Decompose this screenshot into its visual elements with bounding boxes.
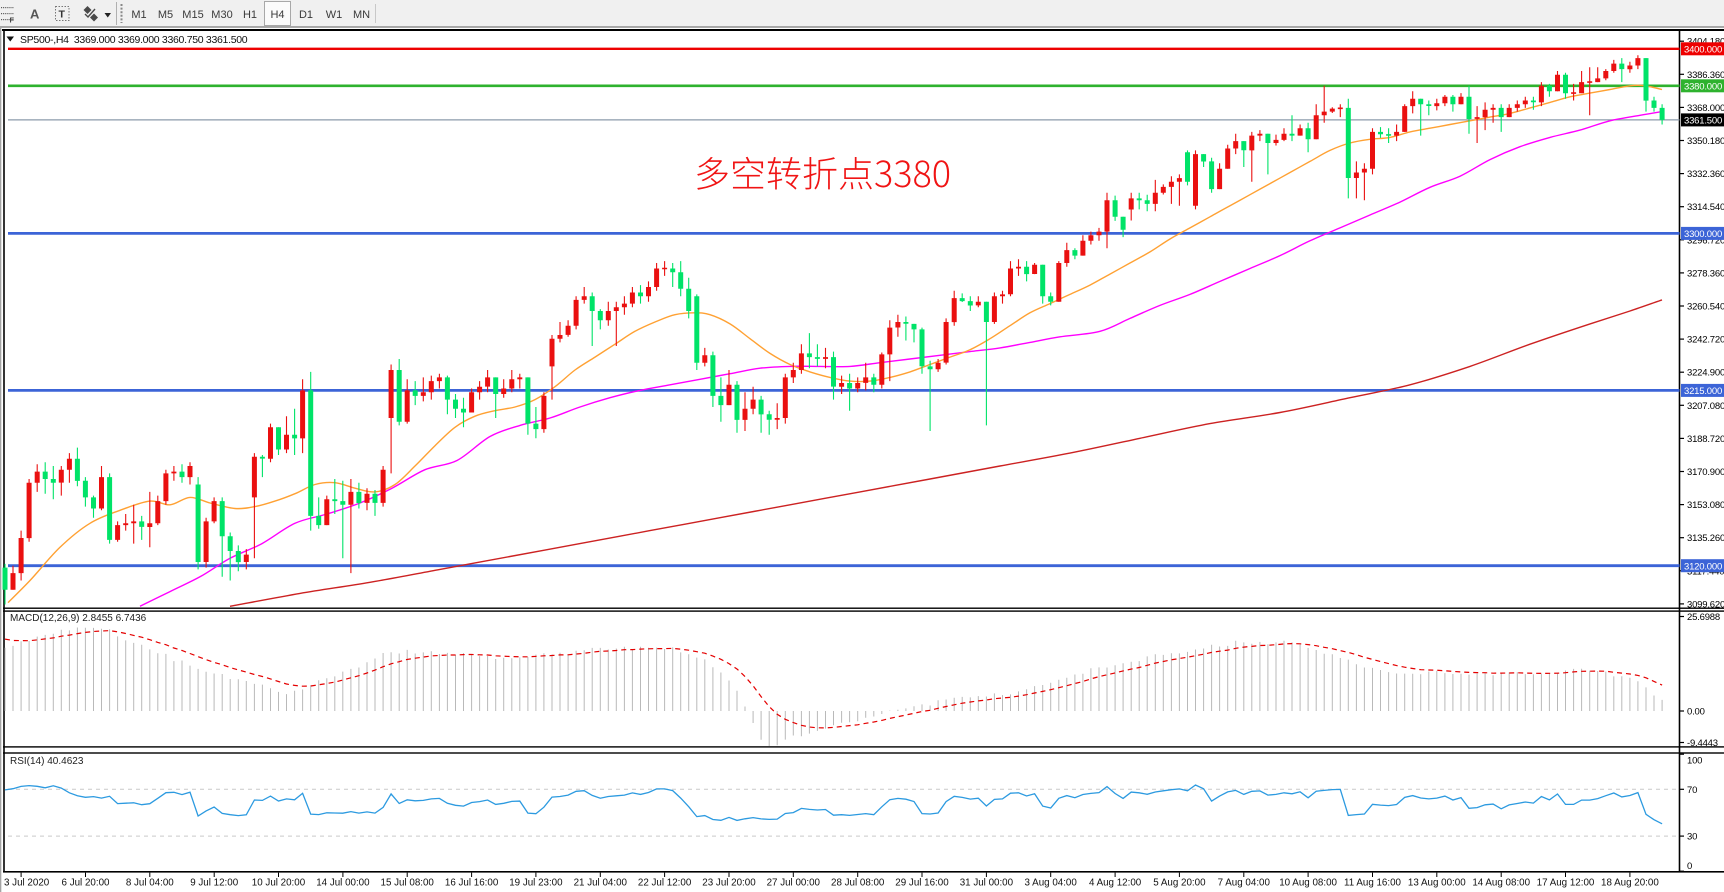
svg-text:29 Jul 16:00: 29 Jul 16:00 [895,878,949,889]
svg-text:10 Aug 08:00: 10 Aug 08:00 [1279,878,1337,889]
svg-text:3350.180: 3350.180 [1687,136,1724,147]
svg-text:10 Jul 20:00: 10 Jul 20:00 [252,878,306,889]
svg-text:A: A [30,7,40,22]
svg-text:3242.720: 3242.720 [1687,335,1724,346]
svg-text:3278.360: 3278.360 [1687,268,1724,279]
svg-text:7 Aug 04:00: 7 Aug 04:00 [1218,878,1271,889]
svg-text:14 Jul 00:00: 14 Jul 00:00 [316,878,370,889]
svg-text:D1: D1 [299,9,313,21]
svg-text:3099.620: 3099.620 [1687,599,1724,610]
svg-text:H1: H1 [243,9,257,21]
svg-text:13 Aug 00:00: 13 Aug 00:00 [1408,878,1466,889]
svg-text:3296.720: 3296.720 [1687,235,1724,246]
svg-text:M5: M5 [158,9,173,21]
svg-text:M15: M15 [182,9,203,21]
svg-text:3215.000: 3215.000 [1684,386,1722,397]
svg-text:3120.000: 3120.000 [1684,561,1722,572]
svg-text:3170.900: 3170.900 [1687,467,1724,478]
svg-text:3224.900: 3224.900 [1687,368,1724,379]
svg-text:9 Jul 12:00: 9 Jul 12:00 [190,878,238,889]
svg-text:3386.360: 3386.360 [1687,70,1724,81]
svg-text:3380.000: 3380.000 [1684,81,1722,92]
svg-text:17 Aug 12:00: 17 Aug 12:00 [1537,878,1595,889]
svg-text:0.00: 0.00 [1687,707,1705,718]
svg-text:11 Aug 16:00: 11 Aug 16:00 [1344,878,1402,889]
svg-text:3 Jul 2020: 3 Jul 2020 [4,878,50,889]
svg-text:100: 100 [1687,756,1702,767]
svg-text:MACD(12,26,9) 2.8455 6.7436: MACD(12,26,9) 2.8455 6.7436 [10,613,147,624]
svg-text:3404.180: 3404.180 [1687,37,1724,48]
svg-text:4 Aug 12:00: 4 Aug 12:00 [1089,878,1142,889]
svg-text:3260.540: 3260.540 [1687,302,1724,313]
svg-text:28 Jul 08:00: 28 Jul 08:00 [831,878,885,889]
svg-text:3332.360: 3332.360 [1687,169,1724,180]
svg-text:15 Jul 08:00: 15 Jul 08:00 [381,878,435,889]
svg-text:MN: MN [353,9,370,21]
svg-text:8 Jul 04:00: 8 Jul 04:00 [126,878,174,889]
svg-text:3207.080: 3207.080 [1687,401,1724,412]
svg-text:16 Jul 16:00: 16 Jul 16:00 [445,878,499,889]
svg-text:3 Aug 04:00: 3 Aug 04:00 [1025,878,1078,889]
svg-text:21 Jul 04:00: 21 Jul 04:00 [574,878,628,889]
svg-text:-9.4443: -9.4443 [1687,738,1718,749]
svg-text:M30: M30 [211,9,232,21]
svg-text:3153.080: 3153.080 [1687,500,1724,511]
svg-text:SP500-,H4 3369.000 3369.000 3: SP500-,H4 3369.000 3369.000 3360.750 336… [20,34,248,46]
svg-text:18 Aug 20:00: 18 Aug 20:00 [1601,878,1659,889]
svg-text:3135.260: 3135.260 [1687,533,1724,544]
svg-text:M1: M1 [131,9,146,21]
svg-text:F: F [10,16,15,25]
svg-text:25.6988: 25.6988 [1687,612,1720,623]
svg-text:3400.000: 3400.000 [1684,44,1722,55]
svg-text:H4: H4 [270,9,284,21]
svg-text:19 Jul 23:00: 19 Jul 23:00 [509,878,563,889]
svg-text:27 Jul 00:00: 27 Jul 00:00 [767,878,821,889]
svg-text:22 Jul 12:00: 22 Jul 12:00 [638,878,692,889]
svg-text:70: 70 [1687,785,1697,796]
svg-text:14 Aug 08:00: 14 Aug 08:00 [1472,878,1530,889]
svg-text:6 Jul 20:00: 6 Jul 20:00 [62,878,110,889]
svg-text:T: T [59,9,66,21]
svg-text:5 Aug 20:00: 5 Aug 20:00 [1153,878,1206,889]
svg-text:3368.000: 3368.000 [1687,103,1724,114]
svg-text:3300.000: 3300.000 [1684,229,1722,240]
svg-text:3188.720: 3188.720 [1687,434,1724,445]
svg-text:0: 0 [1687,861,1692,872]
svg-text:23 Jul 20:00: 23 Jul 20:00 [702,878,756,889]
svg-text:30: 30 [1687,832,1697,843]
svg-text:W1: W1 [326,9,343,21]
svg-text:3361.500: 3361.500 [1684,116,1722,127]
svg-text:31 Jul 00:00: 31 Jul 00:00 [960,878,1014,889]
svg-text:RSI(14) 40.4623: RSI(14) 40.4623 [10,756,84,767]
svg-text:3314.540: 3314.540 [1687,202,1724,213]
